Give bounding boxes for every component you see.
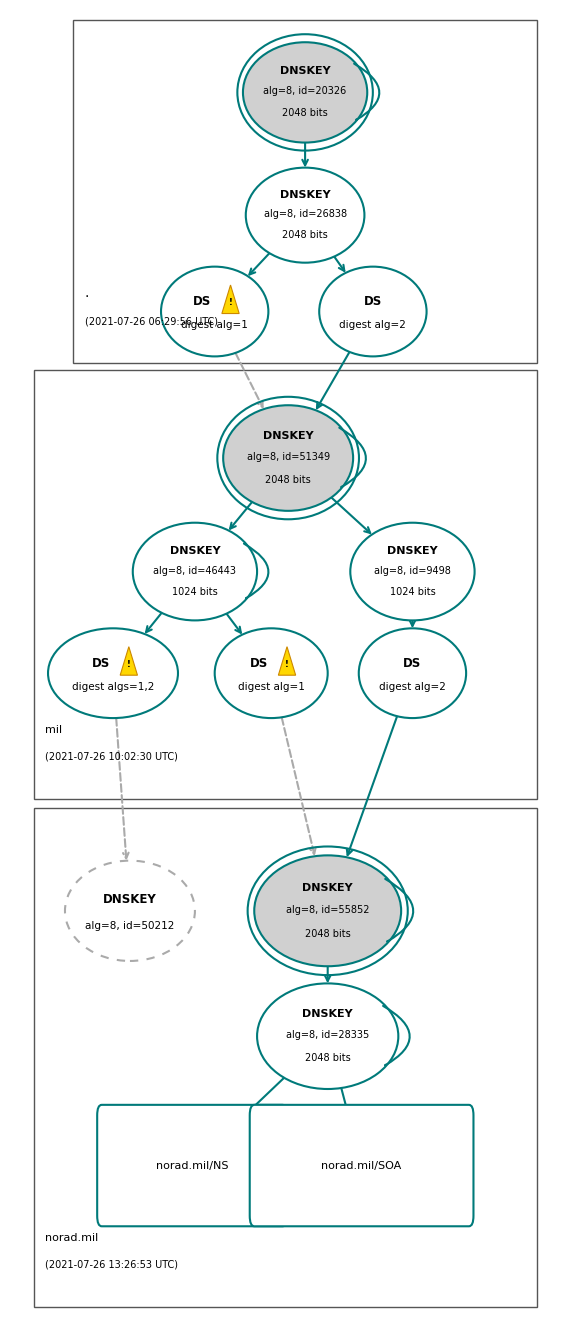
FancyBboxPatch shape [73, 20, 537, 363]
Text: digest alg=1: digest alg=1 [181, 319, 248, 330]
Ellipse shape [359, 628, 466, 718]
Text: DNSKEY: DNSKEY [302, 883, 353, 892]
Text: DNSKEY: DNSKEY [103, 894, 157, 907]
FancyArrowPatch shape [354, 63, 379, 120]
Ellipse shape [223, 405, 353, 511]
Ellipse shape [350, 523, 475, 620]
Text: alg=8, id=26838: alg=8, id=26838 [263, 209, 347, 219]
Text: 1024 bits: 1024 bits [390, 587, 435, 597]
Ellipse shape [246, 168, 364, 263]
Text: digest alg=2: digest alg=2 [379, 681, 446, 692]
Text: DNSKEY: DNSKEY [280, 66, 331, 77]
FancyBboxPatch shape [97, 1105, 287, 1226]
Text: mil: mil [45, 725, 62, 735]
Text: 2048 bits: 2048 bits [305, 929, 350, 939]
Polygon shape [120, 647, 137, 676]
Text: DNSKEY: DNSKEY [387, 546, 438, 556]
Text: norad.mil/NS: norad.mil/NS [156, 1160, 228, 1171]
Text: DNSKEY: DNSKEY [302, 1008, 353, 1019]
Ellipse shape [215, 628, 328, 718]
FancyArrowPatch shape [244, 544, 268, 598]
Text: !: ! [285, 660, 289, 669]
Text: 2048 bits: 2048 bits [282, 108, 328, 119]
Text: !: ! [127, 660, 131, 669]
Text: alg=8, id=28335: alg=8, id=28335 [286, 1030, 370, 1040]
Ellipse shape [65, 861, 195, 961]
Text: digest alg=2: digest alg=2 [340, 319, 406, 330]
Text: 2048 bits: 2048 bits [305, 1053, 350, 1064]
Text: 2048 bits: 2048 bits [266, 475, 311, 486]
Text: DS: DS [250, 657, 268, 669]
FancyArrowPatch shape [385, 879, 413, 941]
Ellipse shape [161, 267, 268, 356]
FancyArrowPatch shape [340, 428, 366, 487]
Text: !: ! [229, 298, 232, 308]
Text: alg=8, id=46443: alg=8, id=46443 [154, 565, 236, 576]
Text: alg=8, id=51349: alg=8, id=51349 [246, 451, 330, 462]
Text: norad.mil/SOA: norad.mil/SOA [321, 1160, 402, 1171]
Text: (2021-07-26 10:02:30 UTC): (2021-07-26 10:02:30 UTC) [45, 751, 178, 762]
Text: DS: DS [403, 657, 421, 669]
FancyBboxPatch shape [34, 370, 537, 799]
Text: digest alg=1: digest alg=1 [238, 681, 305, 692]
Polygon shape [279, 647, 295, 676]
Ellipse shape [48, 628, 178, 718]
FancyBboxPatch shape [34, 808, 537, 1307]
Ellipse shape [254, 855, 401, 966]
Text: DNSKEY: DNSKEY [263, 430, 314, 441]
Text: DS: DS [364, 296, 382, 308]
Text: .: . [85, 285, 89, 300]
Ellipse shape [257, 983, 398, 1089]
Text: alg=8, id=9498: alg=8, id=9498 [374, 565, 451, 576]
Ellipse shape [243, 42, 367, 143]
Text: alg=8, id=20326: alg=8, id=20326 [263, 86, 347, 96]
Text: alg=8, id=55852: alg=8, id=55852 [286, 904, 370, 915]
Polygon shape [222, 285, 239, 314]
Text: DNSKEY: DNSKEY [170, 546, 220, 556]
Text: alg=8, id=50212: alg=8, id=50212 [85, 921, 175, 931]
Text: (2021-07-26 13:26:53 UTC): (2021-07-26 13:26:53 UTC) [45, 1259, 178, 1270]
FancyBboxPatch shape [250, 1105, 473, 1226]
Text: DS: DS [193, 296, 211, 308]
Text: norad.mil: norad.mil [45, 1233, 98, 1243]
Ellipse shape [319, 267, 427, 356]
Text: digest algs=1,2: digest algs=1,2 [72, 681, 154, 692]
Text: DS: DS [92, 657, 110, 669]
Text: 2048 bits: 2048 bits [282, 230, 328, 240]
Text: DNSKEY: DNSKEY [280, 190, 331, 201]
Ellipse shape [133, 523, 257, 620]
Text: 1024 bits: 1024 bits [172, 587, 218, 597]
Text: (2021-07-26 06:29:56 UTC): (2021-07-26 06:29:56 UTC) [85, 315, 218, 326]
FancyArrowPatch shape [383, 1006, 410, 1065]
